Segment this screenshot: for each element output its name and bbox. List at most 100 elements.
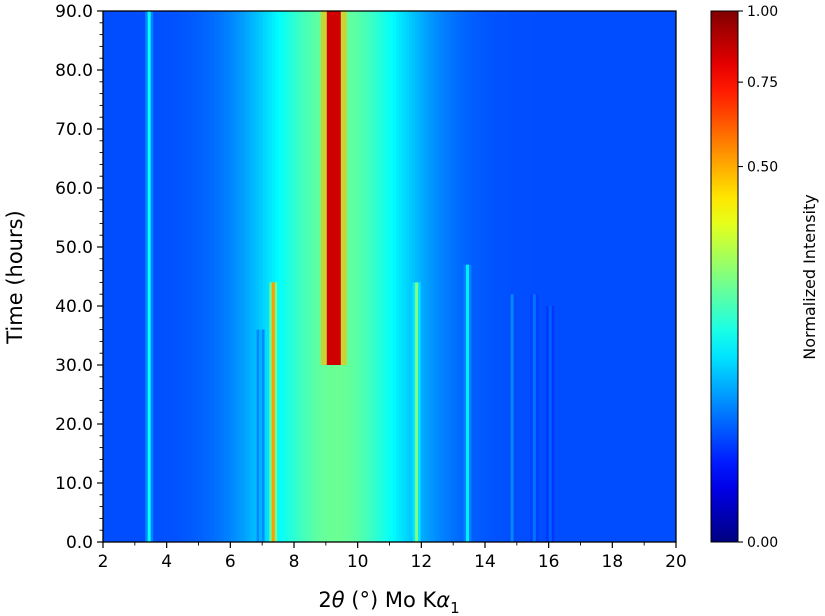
heatmap-band bbox=[249, 11, 254, 542]
heatmap-band bbox=[481, 11, 486, 542]
heatmap-band bbox=[169, 11, 174, 542]
heatmap-band bbox=[316, 11, 321, 542]
heatmap-band bbox=[367, 11, 371, 542]
heatmap-band bbox=[243, 11, 247, 542]
heatmap-band bbox=[402, 11, 407, 542]
heatmap-band bbox=[472, 11, 477, 542]
heatmap-band bbox=[118, 11, 123, 542]
heatmap-band bbox=[399, 11, 403, 542]
heatmap-band bbox=[201, 11, 206, 542]
heatmap-band bbox=[300, 11, 305, 542]
heatmap-band bbox=[157, 11, 161, 542]
heatmap-band bbox=[313, 11, 317, 542]
heatmap-band bbox=[278, 11, 282, 542]
x-tick-label: 10 bbox=[347, 552, 369, 572]
heatmap-band bbox=[605, 11, 610, 542]
heatmap-band bbox=[214, 11, 219, 542]
heatmap-band bbox=[217, 11, 222, 542]
heatmap-band bbox=[615, 11, 620, 542]
heatmap-band bbox=[618, 11, 623, 542]
heatmap-band bbox=[526, 11, 531, 542]
heatmap-band bbox=[370, 11, 375, 542]
peak-streak bbox=[510, 294, 514, 542]
heatmap-band bbox=[122, 11, 126, 542]
heatmap-band bbox=[351, 11, 356, 542]
heatmap-band bbox=[491, 11, 496, 542]
heatmap-band bbox=[523, 11, 527, 542]
heatmap-band bbox=[542, 11, 547, 542]
heatmap-band bbox=[424, 11, 429, 542]
heatmap-band bbox=[421, 11, 426, 542]
heatmap-band bbox=[640, 11, 645, 542]
heatmap-band bbox=[660, 11, 664, 542]
heatmap-band bbox=[653, 11, 658, 542]
heatmap-band bbox=[131, 11, 136, 542]
heatmap-band bbox=[284, 11, 289, 542]
colorbar-ticks: 0.00 0.50 0.75 1.00 bbox=[738, 4, 778, 551]
y-tick-label: 40.0 bbox=[55, 297, 93, 317]
heatmap-band bbox=[564, 11, 569, 542]
heatmap-band bbox=[290, 11, 295, 542]
y-tick-label: 60.0 bbox=[55, 179, 93, 199]
heatmap-band bbox=[443, 11, 448, 542]
heatmap-band bbox=[656, 11, 661, 542]
heatmap-band bbox=[427, 11, 432, 542]
heatmap-band bbox=[666, 11, 671, 542]
heatmap-band bbox=[227, 11, 231, 542]
heatmap-band bbox=[109, 11, 114, 542]
heatmap-band bbox=[360, 11, 365, 542]
y-tick-label: 10.0 bbox=[55, 474, 93, 494]
x-tick-label: 4 bbox=[161, 552, 172, 572]
heatmap-band bbox=[647, 11, 652, 542]
heatmap-band bbox=[590, 11, 594, 542]
heatmap-band bbox=[106, 11, 110, 542]
peak-streak bbox=[259, 329, 263, 542]
heatmap-band bbox=[494, 11, 499, 542]
heatmap-band bbox=[485, 11, 489, 542]
heatmap-band bbox=[408, 11, 413, 542]
heatmap-band bbox=[612, 11, 617, 542]
heatmap-band bbox=[379, 11, 384, 542]
heatmap-band bbox=[609, 11, 613, 542]
y-axis-label: Time (hours) bbox=[3, 210, 27, 345]
heatmap-band bbox=[252, 11, 257, 542]
colorbar-label: Normalized Intensity bbox=[800, 194, 819, 359]
heatmap-band bbox=[456, 11, 461, 542]
heatmap-band bbox=[255, 11, 260, 542]
heatmap-band bbox=[392, 11, 397, 542]
heatmap-band bbox=[440, 11, 445, 542]
heatmap-band bbox=[475, 11, 480, 542]
heatmap-band bbox=[176, 11, 180, 542]
heatmap-band bbox=[631, 11, 636, 542]
y-tick-label: 20.0 bbox=[55, 415, 93, 435]
y-tick-label: 0.0 bbox=[66, 533, 93, 553]
heatmap-band bbox=[265, 11, 270, 542]
heatmap-band bbox=[644, 11, 648, 542]
heatmap-band bbox=[239, 11, 244, 542]
y-tick-label: 80.0 bbox=[55, 61, 93, 81]
heatmap-band bbox=[268, 11, 273, 542]
heatmap-band bbox=[134, 11, 139, 542]
heatmap-band bbox=[303, 11, 308, 542]
heatmap-band bbox=[545, 11, 550, 542]
heatmap-band bbox=[185, 11, 190, 542]
heatmap-band bbox=[198, 11, 203, 542]
heatmap-band bbox=[637, 11, 642, 542]
y-tick-label: 70.0 bbox=[55, 120, 93, 140]
heatmap-band bbox=[497, 11, 502, 542]
heatmap-band bbox=[344, 11, 349, 542]
heatmap-band bbox=[672, 11, 676, 542]
heatmap-band bbox=[389, 11, 394, 542]
heatmap-band bbox=[510, 11, 515, 542]
heatmap-band bbox=[246, 11, 251, 542]
heatmap-band bbox=[160, 11, 165, 542]
heatmap-band bbox=[192, 11, 196, 542]
heatmap-band bbox=[208, 11, 212, 542]
heatmap-band bbox=[405, 11, 410, 542]
heatmap-band bbox=[138, 11, 142, 542]
peak-streak bbox=[326, 11, 341, 365]
peak-streak bbox=[532, 294, 536, 542]
x-tick-label: 14 bbox=[474, 552, 496, 572]
colorbar-tick-label: 1.00 bbox=[747, 4, 778, 20]
heatmap-band bbox=[179, 11, 184, 542]
